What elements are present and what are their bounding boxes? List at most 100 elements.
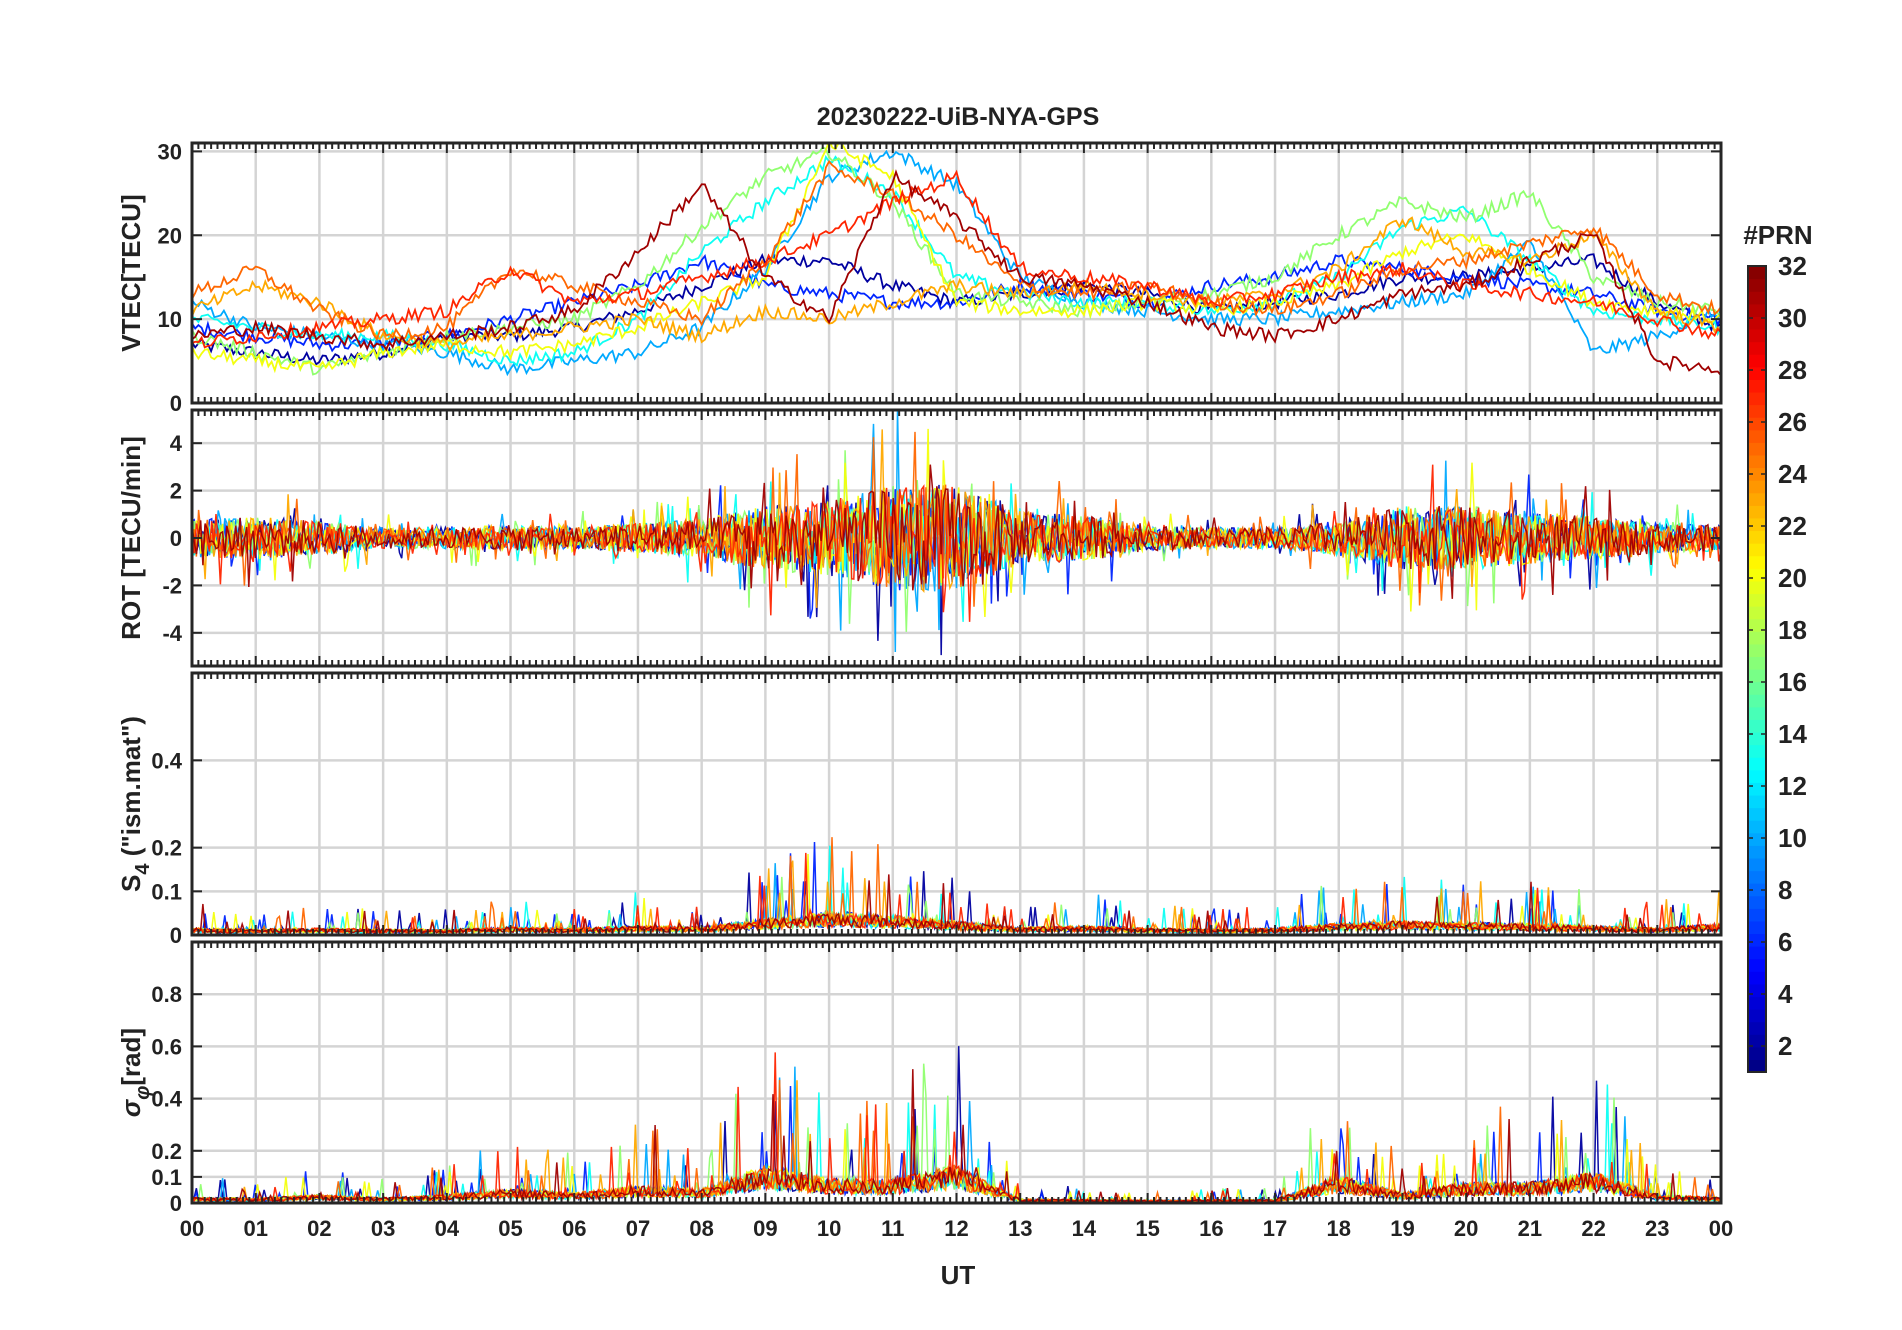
chart-title: 20230222-UiB-NYA-GPS xyxy=(817,103,1100,131)
y-tick-label: 0.1 xyxy=(151,879,182,904)
colorbar-segment xyxy=(1748,379,1766,393)
colorbar-tick-label: 6 xyxy=(1778,927,1792,957)
colorbar-tick-label: 20 xyxy=(1778,563,1807,593)
y-tick-label: -4 xyxy=(162,621,182,646)
colorbar-segment xyxy=(1748,883,1766,897)
x-tick-label: 00 xyxy=(180,1216,204,1241)
colorbar-segment xyxy=(1748,908,1766,922)
x-tick-label: 20 xyxy=(1454,1216,1478,1241)
colorbar-segment xyxy=(1748,643,1766,658)
colorbar-segment xyxy=(1748,719,1766,733)
colorbar-segment xyxy=(1748,555,1766,569)
y-axis-label: σφ[rad] xyxy=(116,1028,154,1117)
colorbar-segment xyxy=(1748,782,1766,796)
y-tick-label: 10 xyxy=(158,307,182,332)
colorbar-segment xyxy=(1748,794,1766,809)
y-axis-label-main: S xyxy=(116,875,146,892)
plot-area xyxy=(192,410,1721,656)
colorbar-segment xyxy=(1748,996,1766,1010)
colorbar-segment xyxy=(1748,366,1766,380)
colorbar-segment xyxy=(1748,1009,1766,1023)
colorbar-segment xyxy=(1748,429,1766,443)
colorbar-segment xyxy=(1748,1034,1766,1048)
x-tick-label: 09 xyxy=(753,1216,777,1241)
colorbar-segment xyxy=(1748,669,1766,683)
colorbar-segment xyxy=(1748,341,1766,355)
vtec-series-prn-31 xyxy=(192,169,1721,377)
y-tick-label: 4 xyxy=(170,431,183,456)
y-tick-label: 0 xyxy=(170,526,182,551)
x-tick-label: 07 xyxy=(626,1216,650,1241)
panel-3: 00.10.20.4S4 ("ism.mat") xyxy=(116,671,1723,948)
y-axis-label: ROT [TECU/min] xyxy=(116,436,146,640)
colorbar-segment xyxy=(1748,832,1766,846)
colorbar-tick-label: 10 xyxy=(1778,823,1807,853)
colorbar-segment xyxy=(1748,1046,1766,1061)
vtec-series-prn-23 xyxy=(192,216,1721,353)
y-tick-label: 0.8 xyxy=(151,982,182,1007)
colorbar-segment xyxy=(1748,845,1766,859)
colorbar-segment xyxy=(1748,958,1766,972)
panel-frame xyxy=(190,940,1723,1205)
colorbar-tick-label: 8 xyxy=(1778,875,1792,905)
colorbar-segment xyxy=(1748,480,1766,494)
colorbar-segment xyxy=(1748,266,1766,280)
y-tick-label: 0.4 xyxy=(151,748,182,773)
plot-area xyxy=(192,143,1721,377)
colorbar-segment xyxy=(1748,492,1766,506)
colorbar-segment xyxy=(1748,971,1766,985)
colorbar-segment xyxy=(1748,404,1766,418)
y-tick-label: 0.6 xyxy=(151,1034,182,1059)
colorbar-tick-label: 12 xyxy=(1778,771,1807,801)
x-tick-label: 06 xyxy=(562,1216,586,1241)
colorbar-segment xyxy=(1748,278,1766,292)
colorbar-segment xyxy=(1748,681,1766,695)
colorbar-segment xyxy=(1748,303,1766,317)
colorbar-segment xyxy=(1748,946,1766,960)
x-tick-label: 16 xyxy=(1199,1216,1223,1241)
colorbar-segment xyxy=(1748,895,1766,909)
colorbar-tick-label: 28 xyxy=(1778,355,1807,385)
colorbar-segment xyxy=(1748,618,1766,632)
colorbar-segment xyxy=(1748,933,1766,947)
x-tick-label: 00 xyxy=(1709,1216,1733,1241)
vtec-series-prn-10 xyxy=(192,149,1721,377)
x-tick-label: 21 xyxy=(1518,1216,1542,1241)
y-tick-label: 0.4 xyxy=(151,1087,182,1112)
x-tick-label: 10 xyxy=(817,1216,841,1241)
x-tick-label: 08 xyxy=(689,1216,713,1241)
y-tick-label: 20 xyxy=(158,223,182,248)
colorbar-tick-label: 32 xyxy=(1778,251,1807,281)
y-axis-label-main: σ xyxy=(116,1098,146,1117)
colorbar-segment xyxy=(1748,593,1766,607)
y-tick-label: 2 xyxy=(170,479,182,504)
panel-frame xyxy=(190,141,1723,405)
y-axis-label-sub: φ xyxy=(132,1086,154,1100)
colorbar-tick-label: 2 xyxy=(1778,1031,1792,1061)
panel-frame xyxy=(190,671,1723,937)
x-tick-label: 04 xyxy=(435,1216,460,1241)
colorbar-tick-label: 4 xyxy=(1778,979,1793,1009)
colorbar-segment xyxy=(1748,1021,1766,1035)
y-tick-label: 0 xyxy=(170,391,182,416)
colorbar-segment xyxy=(1748,744,1766,758)
x-tick-label: 02 xyxy=(307,1216,331,1241)
x-tick-label: 23 xyxy=(1645,1216,1669,1241)
colorbar-segment xyxy=(1748,391,1766,406)
x-tick-label: 12 xyxy=(944,1216,968,1241)
x-tick-label: 18 xyxy=(1327,1216,1351,1241)
colorbar-segment xyxy=(1748,505,1766,519)
x-tick-label: 22 xyxy=(1581,1216,1605,1241)
colorbar-segment xyxy=(1748,606,1766,620)
colorbar-segment xyxy=(1748,467,1766,481)
y-tick-label: 0 xyxy=(170,923,182,948)
colorbar-frame xyxy=(1747,265,1767,1073)
vtec-series-prn-13 xyxy=(192,154,1721,367)
colorbar-segment xyxy=(1748,983,1766,998)
colorbar-segment xyxy=(1748,517,1766,532)
colorbar-segment xyxy=(1748,857,1766,872)
colorbar-segment xyxy=(1748,706,1766,720)
